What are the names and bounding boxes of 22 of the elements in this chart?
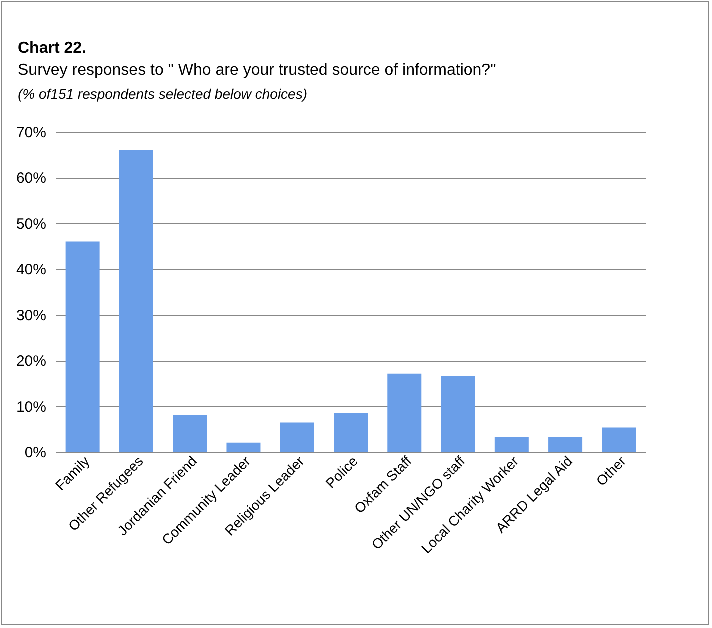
bar	[226, 442, 261, 452]
bar	[388, 374, 422, 452]
text: (% of151 respondents selected below choices)	[18, 86, 309, 102]
chart-subtitle: Survey responses to " Who are your trusted source of information?"	[18, 62, 498, 80]
bar	[119, 150, 154, 452]
bar	[441, 376, 476, 452]
chart-title: Chart 22.	[18, 40, 88, 58]
bar	[334, 413, 368, 452]
y-tick-label: 60%	[16, 170, 46, 188]
bar	[173, 415, 208, 452]
bar	[494, 437, 529, 452]
bar	[66, 242, 100, 452]
bar	[602, 428, 636, 452]
y-tick-label: 10%	[16, 398, 46, 416]
y-tick-label: 50%	[16, 216, 46, 233]
y-tick-label: 30%	[16, 307, 46, 324]
y-tick-label: 70%	[16, 124, 46, 142]
y-tick-label: 0%	[24, 444, 46, 462]
y-tick-label: 20%	[16, 353, 46, 370]
bar	[280, 422, 314, 452]
y-tick-label: 40%	[16, 262, 46, 279]
bar	[548, 437, 583, 452]
